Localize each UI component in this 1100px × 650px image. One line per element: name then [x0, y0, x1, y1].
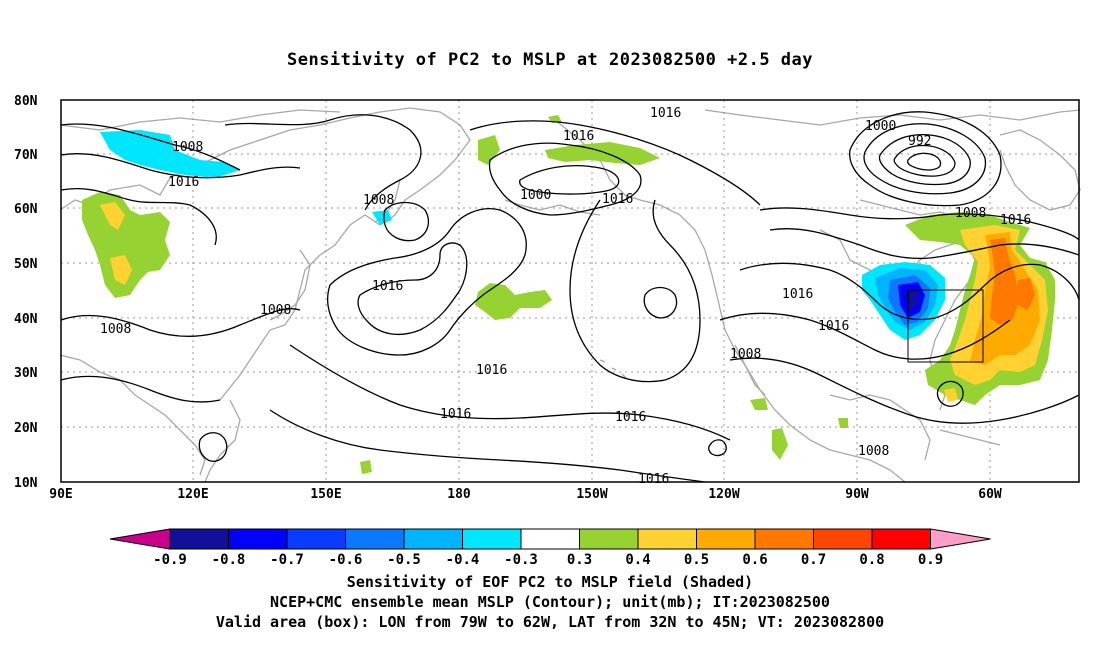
lon-label: 90E	[49, 487, 72, 502]
colorbar-swatch	[754, 528, 814, 550]
colorbar-swatch	[520, 528, 580, 550]
shade-pos-atlantic-red	[1018, 278, 1035, 310]
colorbar: -0.9 -0.8 -0.7 -0.6 -0.5 -0.4 -0.3 0.3 0.4 0.5 0.6…	[109, 528, 991, 568]
colorbar-label: 0.4	[625, 552, 650, 568]
coastlines	[59, 107, 1081, 483]
lat-axis-labels: 80N 70N 60N 50N 40N 30N 20N 10N	[14, 94, 38, 491]
colorbar-label: -0.7	[270, 552, 304, 568]
colorbar-swatch	[403, 528, 463, 550]
map-frame	[60, 99, 1080, 483]
contour-label: 1008	[100, 322, 131, 337]
lat-label: 10N	[14, 476, 38, 491]
colorbar-swatch	[871, 528, 931, 550]
colorbar-label: -0.9	[153, 552, 187, 568]
lat-label: 60N	[14, 202, 38, 217]
colorbar-swatch	[637, 528, 697, 550]
lat-label: 70N	[14, 148, 38, 163]
contour-label: 1008	[172, 140, 203, 155]
sensitivity-shading	[82, 115, 1055, 474]
shade-pos-west-yellow	[100, 202, 125, 230]
caption: Sensitivity of EOF PC2 to MSLP field (Sh…	[0, 572, 1100, 632]
contour-label: 1016	[818, 319, 849, 334]
lat-label: 40N	[14, 312, 38, 327]
colorbar-label: -0.8	[212, 552, 246, 568]
shade-pos-west-yellow2	[110, 255, 132, 285]
lon-label: 150W	[576, 487, 607, 502]
colorbar-label: -0.3	[504, 552, 538, 568]
shade-pos-west-green	[82, 192, 170, 298]
shade-pos-pacific-small	[360, 460, 372, 474]
colorbar-label: 0.8	[859, 552, 884, 568]
colorbar-swatch	[228, 528, 288, 550]
lon-label: 60W	[978, 487, 1002, 502]
contour-label: 1016	[638, 472, 669, 487]
lon-label: 180	[447, 487, 471, 502]
graticule	[61, 100, 1079, 482]
colorbar-swatch	[462, 528, 522, 550]
shade-pos-atlantic-darkorange	[990, 238, 1020, 325]
colorbar-swatch	[286, 528, 346, 550]
colorbar-label: 0.9	[918, 552, 943, 568]
shade-pos-arctic-2	[545, 142, 660, 165]
lon-label: 120E	[177, 487, 208, 502]
contour-label: 1016	[168, 175, 199, 190]
colorbar-label: 0.7	[801, 552, 826, 568]
colorbar-label: 0.6	[742, 552, 767, 568]
shade-neg-kamchatka	[372, 210, 392, 225]
contour-label: 992	[908, 134, 931, 149]
colorbar-swatch	[345, 528, 405, 550]
contour-label: 1016	[372, 279, 403, 294]
lon-axis-labels: 90E 120E 150E 180 150W 120W 90W 60W	[49, 487, 1002, 502]
caption-line-3: Valid area (box): LON from 79W to 62W, L…	[215, 613, 885, 631]
contour-label: 1016	[602, 192, 633, 207]
colorbar-label: 0.5	[684, 552, 709, 568]
shade-pos-mexico2	[838, 418, 848, 428]
colorbar-swatch	[696, 528, 756, 550]
colorbar-label: -0.4	[446, 552, 480, 568]
colorbar-label: -0.6	[329, 552, 363, 568]
contour-label: 1016	[1000, 213, 1031, 228]
colorbar-label: 0.3	[567, 552, 592, 568]
shade-pos-mexico	[772, 428, 788, 460]
contour-label: 1016	[563, 129, 594, 144]
map-plot: 1008 1016 1008 1016 1008 1000 1016 1016 …	[59, 99, 1081, 487]
colorbar-low-arrow	[109, 528, 171, 550]
lat-label: 30N	[14, 366, 38, 381]
contour-labels: 1008 1016 1008 1016 1008 1000 1016 1016 …	[100, 106, 1031, 487]
lat-label: 20N	[14, 421, 38, 436]
lon-label: 120W	[708, 487, 739, 502]
contour-label: 1016	[615, 410, 646, 425]
colorbar-label: -0.5	[387, 552, 421, 568]
lon-label: 90W	[845, 487, 869, 502]
valid-area-box	[907, 289, 984, 363]
contour-label: 1016	[476, 363, 507, 378]
colorbar-swatch	[813, 528, 873, 550]
shade-pos-arctic-1	[478, 135, 500, 165]
colorbar-swatch	[579, 528, 639, 550]
shade-pos-gulf	[750, 398, 768, 410]
contour-label: 1008	[858, 444, 889, 459]
contour-label: 1008	[260, 303, 291, 318]
contour-label: 1008	[730, 347, 761, 362]
lat-label: 80N	[14, 94, 38, 109]
caption-line-1: Sensitivity of EOF PC2 to MSLP field (Sh…	[346, 573, 754, 591]
contour-label: 1000	[520, 188, 551, 203]
caption-line-2: NCEP+CMC ensemble mean MSLP (Contour); u…	[270, 593, 830, 611]
contour-label: 1016	[650, 106, 681, 121]
mslp-contours	[60, 111, 1080, 483]
shade-pos-small-yellow	[944, 388, 958, 402]
colorbar-swatch	[169, 528, 229, 550]
contour-label: 1016	[440, 407, 471, 422]
contour-label: 1016	[782, 287, 813, 302]
contour-label: 1008	[955, 206, 986, 221]
colorbar-high-arrow	[930, 528, 991, 550]
shade-neg-siberia	[100, 130, 240, 178]
lon-label: 150E	[310, 487, 341, 502]
page-title: Sensitivity of PC2 to MSLP at 2023082500…	[286, 50, 813, 70]
contour-label: 1000	[865, 119, 896, 134]
contour-label: 1008	[363, 193, 394, 208]
shade-pos-pacific	[475, 283, 552, 320]
lat-label: 50N	[14, 257, 38, 272]
